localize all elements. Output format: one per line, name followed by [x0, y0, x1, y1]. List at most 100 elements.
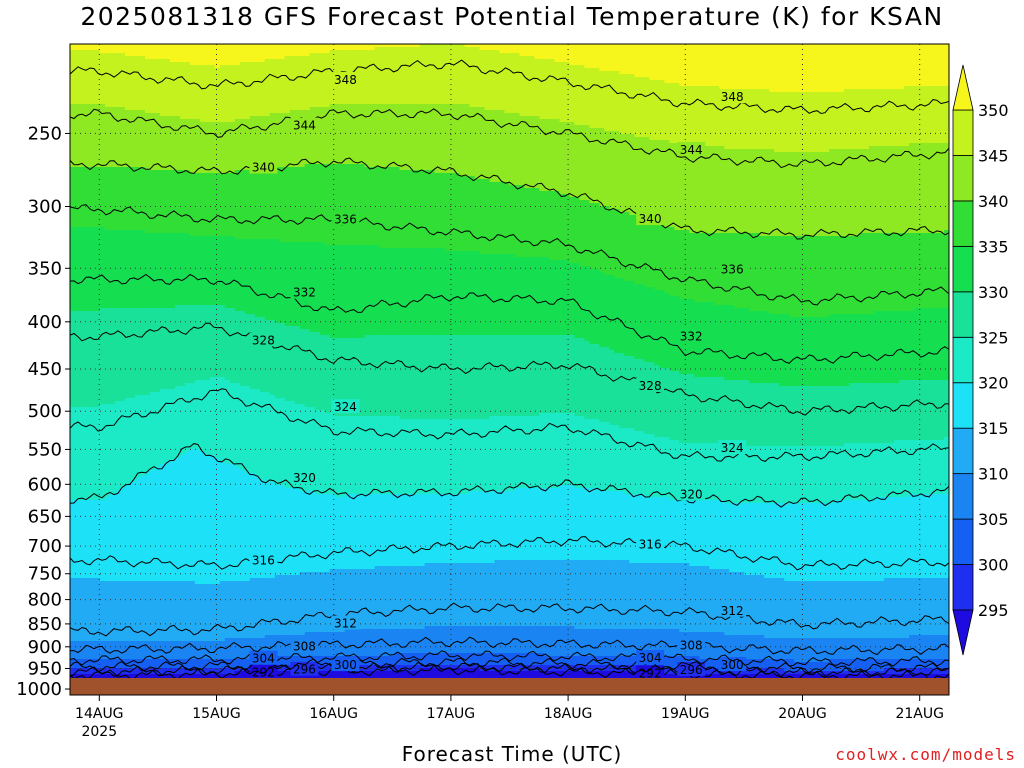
field-cell [114, 167, 121, 231]
field-cell [279, 665, 286, 672]
field-cell [699, 377, 705, 444]
field-cell [164, 44, 171, 60]
field-cell [344, 338, 351, 417]
field-cell [184, 170, 191, 234]
field-cell [899, 89, 905, 147]
field-cell [129, 167, 136, 231]
field-cell [569, 413, 576, 486]
field-cell [589, 344, 596, 420]
field-cell [89, 500, 96, 579]
field-cell [824, 92, 830, 153]
field-cell [859, 638, 865, 660]
y-tick-label: 250 [28, 123, 62, 144]
field-cell [534, 665, 541, 672]
field-cell [939, 233, 945, 309]
contour-label: 296 [293, 663, 316, 677]
field-cell [369, 44, 376, 51]
field-cell [469, 419, 476, 492]
field-cell [889, 668, 895, 675]
field-cell [804, 317, 810, 387]
field-cell [839, 149, 845, 237]
field-cell [694, 566, 700, 633]
field-cell [324, 494, 331, 573]
field-cell [144, 308, 151, 396]
field-cell [644, 362, 650, 435]
field-cell [179, 44, 186, 63]
field-cell [84, 311, 91, 408]
field-cell [674, 629, 680, 657]
contour-label-bg [677, 141, 706, 156]
field-cell [134, 641, 141, 660]
field-cell [724, 635, 730, 660]
field-cell [449, 626, 456, 654]
contour-label-bg [677, 637, 706, 652]
credit-link[interactable]: coolwx.com/models [835, 745, 1016, 764]
field-cell [734, 503, 740, 573]
field-cell [389, 44, 396, 48]
field-cell [229, 581, 236, 639]
field-cell [304, 329, 311, 408]
field-cell [379, 104, 386, 168]
field-cell [494, 50, 501, 111]
field-cell [709, 302, 715, 378]
field-cell [579, 560, 586, 630]
field-cell [339, 44, 346, 51]
field-cell [174, 305, 181, 387]
field-cell [829, 503, 835, 582]
field-cell [199, 668, 206, 675]
field-cell [944, 230, 949, 309]
field-cell [894, 497, 900, 579]
field-cell [909, 311, 915, 381]
field-cell [449, 665, 456, 669]
field-cell [94, 500, 101, 579]
field-cell [499, 491, 506, 561]
field-cell [624, 356, 630, 429]
field-cell [779, 446, 785, 504]
field-cell [659, 437, 665, 498]
field-cell [664, 563, 670, 630]
field-cell [864, 500, 870, 582]
field-cell [419, 566, 426, 630]
field-cell [479, 254, 486, 336]
field-cell [884, 659, 890, 669]
field-cell [219, 659, 226, 669]
field-cell [554, 335, 561, 414]
field-cell [539, 191, 546, 258]
field-cell [394, 248, 401, 336]
field-cell [814, 446, 820, 504]
field-cell [234, 239, 241, 312]
field-cell [134, 56, 141, 111]
field-cell [539, 257, 546, 336]
field-cell [614, 560, 620, 630]
field-cell [89, 407, 96, 501]
field-cell [559, 485, 566, 561]
field-cell [329, 413, 336, 495]
field-cell [944, 86, 949, 144]
field-cell [199, 584, 206, 642]
field-cell [349, 494, 356, 570]
field-cell [549, 191, 556, 261]
field-cell [269, 239, 276, 321]
field-cell [139, 659, 146, 669]
field-cell [564, 485, 571, 561]
field-cell [374, 104, 381, 168]
field-cell [789, 671, 795, 675]
field-cell [704, 302, 710, 378]
field-cell [594, 128, 600, 204]
field-cell [854, 638, 860, 660]
field-cell [444, 104, 451, 174]
field-cell [819, 662, 825, 672]
field-cell [414, 335, 421, 420]
field-cell [349, 629, 356, 657]
field-cell [944, 635, 949, 660]
contour-label: 336 [334, 213, 357, 227]
field-cell [824, 386, 830, 447]
field-cell [559, 44, 566, 63]
contour-label-bg [290, 638, 319, 653]
field-cell [864, 89, 870, 150]
field-cell [214, 68, 221, 123]
field-cell [689, 500, 695, 567]
y-tick-label: 850 [28, 614, 62, 635]
field-cell [464, 335, 471, 420]
field-cell [514, 665, 521, 672]
